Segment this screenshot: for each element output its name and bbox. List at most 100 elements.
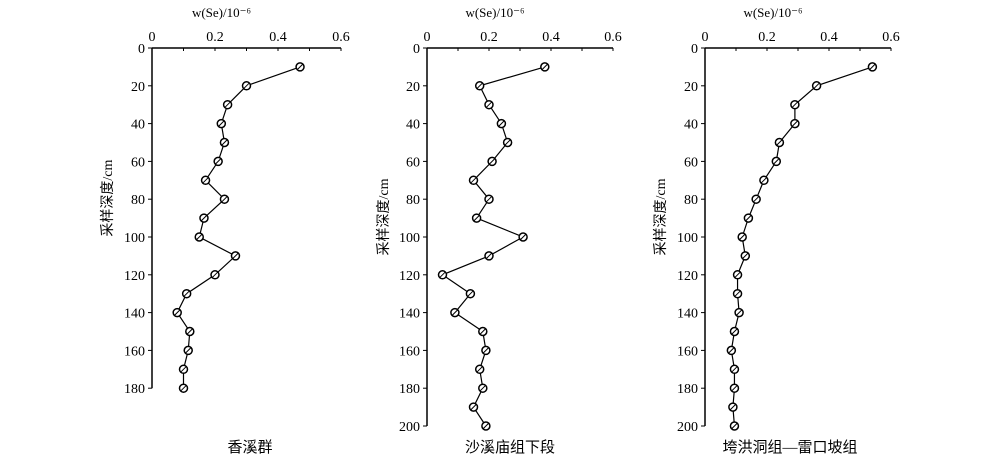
- data-point-slash: [734, 271, 741, 278]
- data-point: [502, 137, 513, 148]
- data-point: [478, 326, 488, 337]
- data-point: [178, 364, 189, 375]
- y-tick-label: 20: [406, 80, 420, 95]
- data-point: [726, 345, 737, 356]
- data-point: [468, 175, 479, 186]
- data-point: [222, 99, 233, 110]
- y-tick-label: 120: [124, 269, 145, 284]
- y-tick-label: 40: [131, 118, 145, 133]
- data-point: [474, 81, 485, 91]
- data-point-slash: [218, 120, 225, 127]
- x-axis-label: w(Se)/10⁻⁶: [465, 5, 524, 20]
- data-point-slash: [739, 234, 746, 240]
- data-point-slash: [473, 215, 480, 221]
- x-tick-label: 0: [424, 30, 431, 45]
- data-point-slash: [479, 385, 486, 392]
- y-tick-label: 80: [684, 193, 698, 208]
- data-point: [200, 175, 211, 186]
- x-tick-label: 0.2: [206, 30, 224, 45]
- data-point: [172, 307, 182, 318]
- data-point-slash: [185, 347, 192, 354]
- data-point-slash: [731, 423, 738, 429]
- data-point: [790, 99, 800, 110]
- data-point-slash: [745, 215, 752, 221]
- data-point: [790, 118, 800, 129]
- data-point: [729, 421, 740, 431]
- data-point-slash: [734, 290, 741, 297]
- y-tick-label: 160: [399, 344, 420, 359]
- data-point-slash: [813, 82, 820, 89]
- y-tick-label: 100: [399, 231, 420, 246]
- y-tick-label: 120: [399, 269, 420, 284]
- y-tick-label: 160: [124, 344, 145, 359]
- y-tick-label: 0: [138, 42, 145, 57]
- series-line: [730, 66, 873, 427]
- y-tick-label: 40: [406, 118, 420, 133]
- y-tick-label: 100: [124, 231, 145, 246]
- y-tick-label: 60: [406, 155, 420, 170]
- data-point: [732, 270, 743, 280]
- series-line: [441, 66, 545, 427]
- series-line: [176, 66, 301, 389]
- y-tick-label: 20: [131, 80, 145, 95]
- data-point-slash: [224, 101, 231, 108]
- y-tick-label: 60: [684, 155, 698, 170]
- data-point: [481, 345, 491, 356]
- data-point-slash: [183, 290, 190, 297]
- data-point-slash: [773, 158, 780, 165]
- data-point: [219, 194, 230, 204]
- data-point-slash: [470, 177, 477, 184]
- data-point: [213, 156, 223, 167]
- data-point-slash: [728, 347, 735, 354]
- x-axis-label: w(Se)/10⁻⁶: [192, 5, 251, 20]
- y-tick-label: 40: [684, 118, 698, 133]
- data-point-slash: [486, 196, 492, 203]
- data-point: [484, 99, 494, 110]
- data-point-slash: [489, 158, 495, 165]
- data-point: [732, 288, 743, 299]
- data-point: [450, 307, 460, 318]
- y-tick-label: 200: [399, 420, 420, 435]
- data-point: [216, 118, 227, 129]
- data-point: [468, 402, 479, 412]
- data-point: [210, 270, 220, 280]
- data-point: [771, 156, 782, 167]
- data-point: [743, 213, 754, 223]
- data-point: [729, 383, 740, 393]
- x-tick-label: 0.4: [269, 30, 287, 45]
- data-point: [241, 81, 252, 91]
- x-tick-label: 0: [149, 30, 156, 45]
- data-point-slash: [776, 139, 783, 146]
- data-point: [729, 364, 740, 375]
- data-point: [230, 251, 241, 261]
- data-point: [759, 175, 769, 186]
- data-point-slash: [731, 366, 738, 373]
- data-point: [751, 194, 761, 204]
- data-point: [295, 62, 305, 72]
- data-point-slash: [483, 347, 489, 354]
- data-point: [181, 288, 192, 299]
- data-point-slash: [869, 64, 876, 70]
- data-point-slash: [221, 139, 228, 146]
- data-point-slash: [792, 120, 798, 127]
- data-point-slash: [470, 404, 477, 410]
- data-point: [465, 288, 476, 299]
- data-point-slash: [486, 101, 492, 108]
- data-point-slash: [476, 82, 483, 89]
- y-tick-label: 20: [684, 80, 698, 95]
- data-point: [183, 345, 193, 356]
- panel-3: 0 0.2 0.4 0.6 0 20 40 60 80 100 120 140 160 180 200 w(S…: [653, 5, 900, 456]
- data-point-slash: [243, 82, 250, 89]
- panel-2: 0 0.2 0.4 0.6 0 20 40 60 80 100 120 140 160 180 200 w(S…: [376, 5, 622, 456]
- y-tick-label: 140: [399, 307, 420, 322]
- data-point: [185, 326, 195, 337]
- data-point-slash: [520, 234, 526, 240]
- data-point: [729, 326, 740, 337]
- data-point: [728, 402, 738, 412]
- y-tick-label: 200: [677, 420, 698, 435]
- data-point: [199, 213, 209, 223]
- data-point-slash: [232, 253, 239, 259]
- data-point: [737, 232, 747, 242]
- data-point: [540, 62, 550, 72]
- y-axis-label: 采样深度/cm: [100, 159, 116, 236]
